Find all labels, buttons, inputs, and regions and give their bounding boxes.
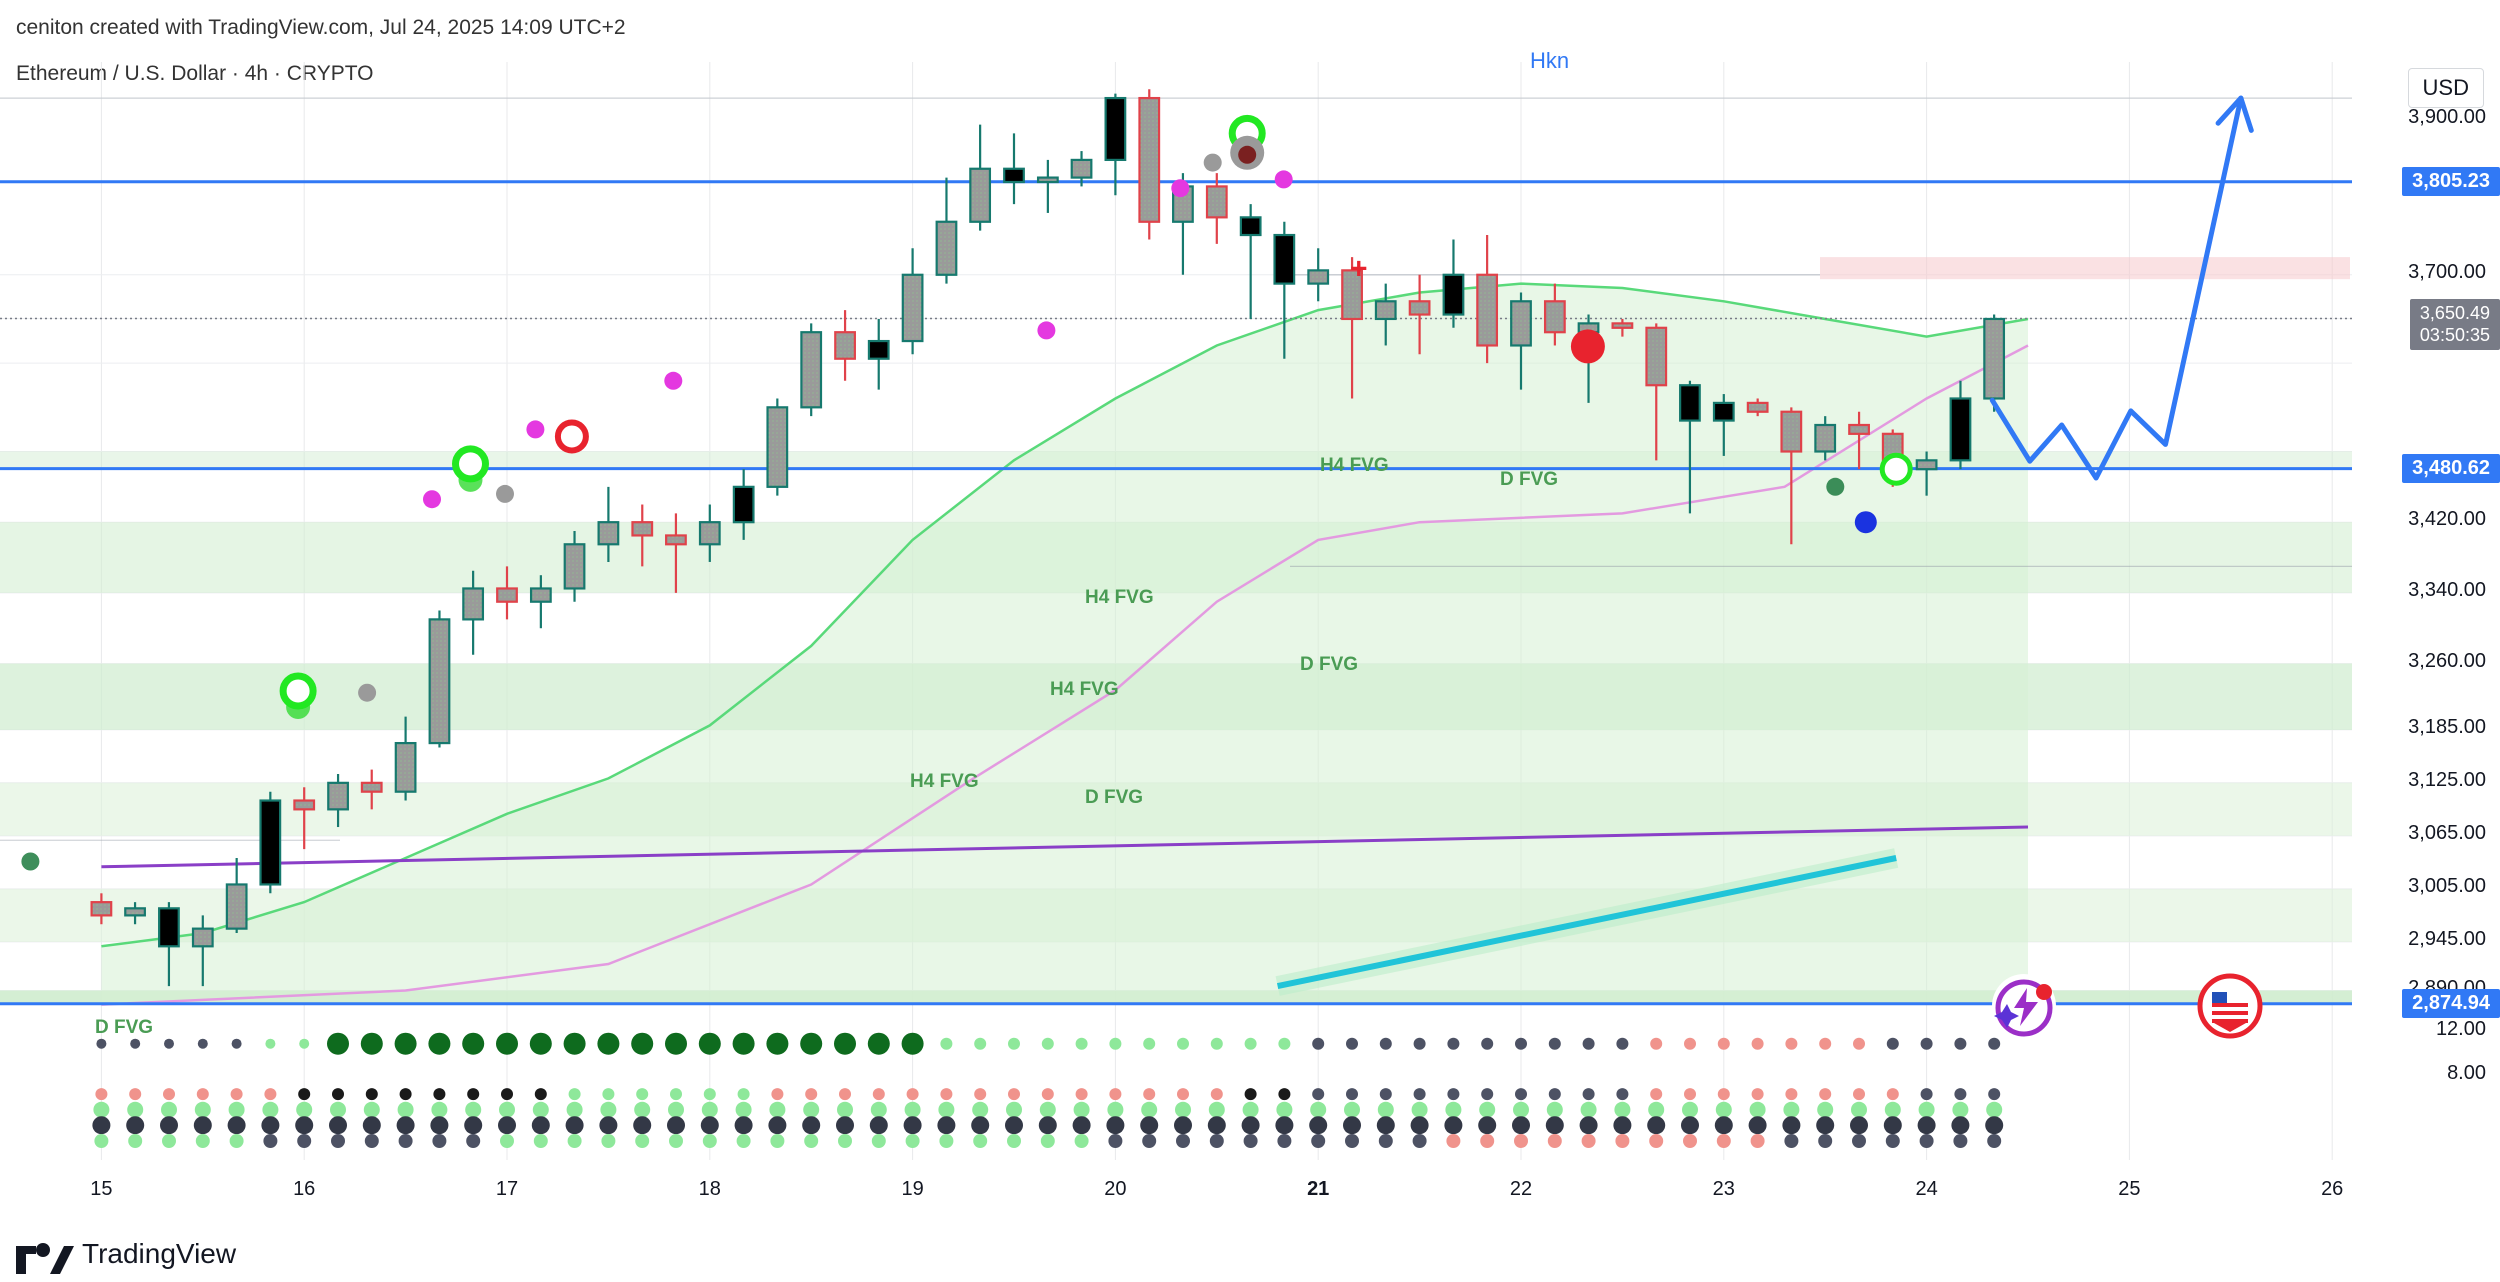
svg-text:H4 FVG: H4 FVG <box>1320 455 1389 476</box>
svg-text:D FVG: D FVG <box>1300 654 1358 675</box>
svg-text:H4 FVG: H4 FVG <box>1085 587 1154 608</box>
svg-text:D FVG: D FVG <box>95 1017 153 1038</box>
svg-text:H4 FVG: H4 FVG <box>910 771 979 792</box>
svg-text:H4 FVG: H4 FVG <box>1050 679 1119 700</box>
svg-text:+: + <box>1350 252 1368 285</box>
svg-text:D FVG: D FVG <box>1500 469 1558 490</box>
svg-text:D FVG: D FVG <box>1085 787 1143 808</box>
